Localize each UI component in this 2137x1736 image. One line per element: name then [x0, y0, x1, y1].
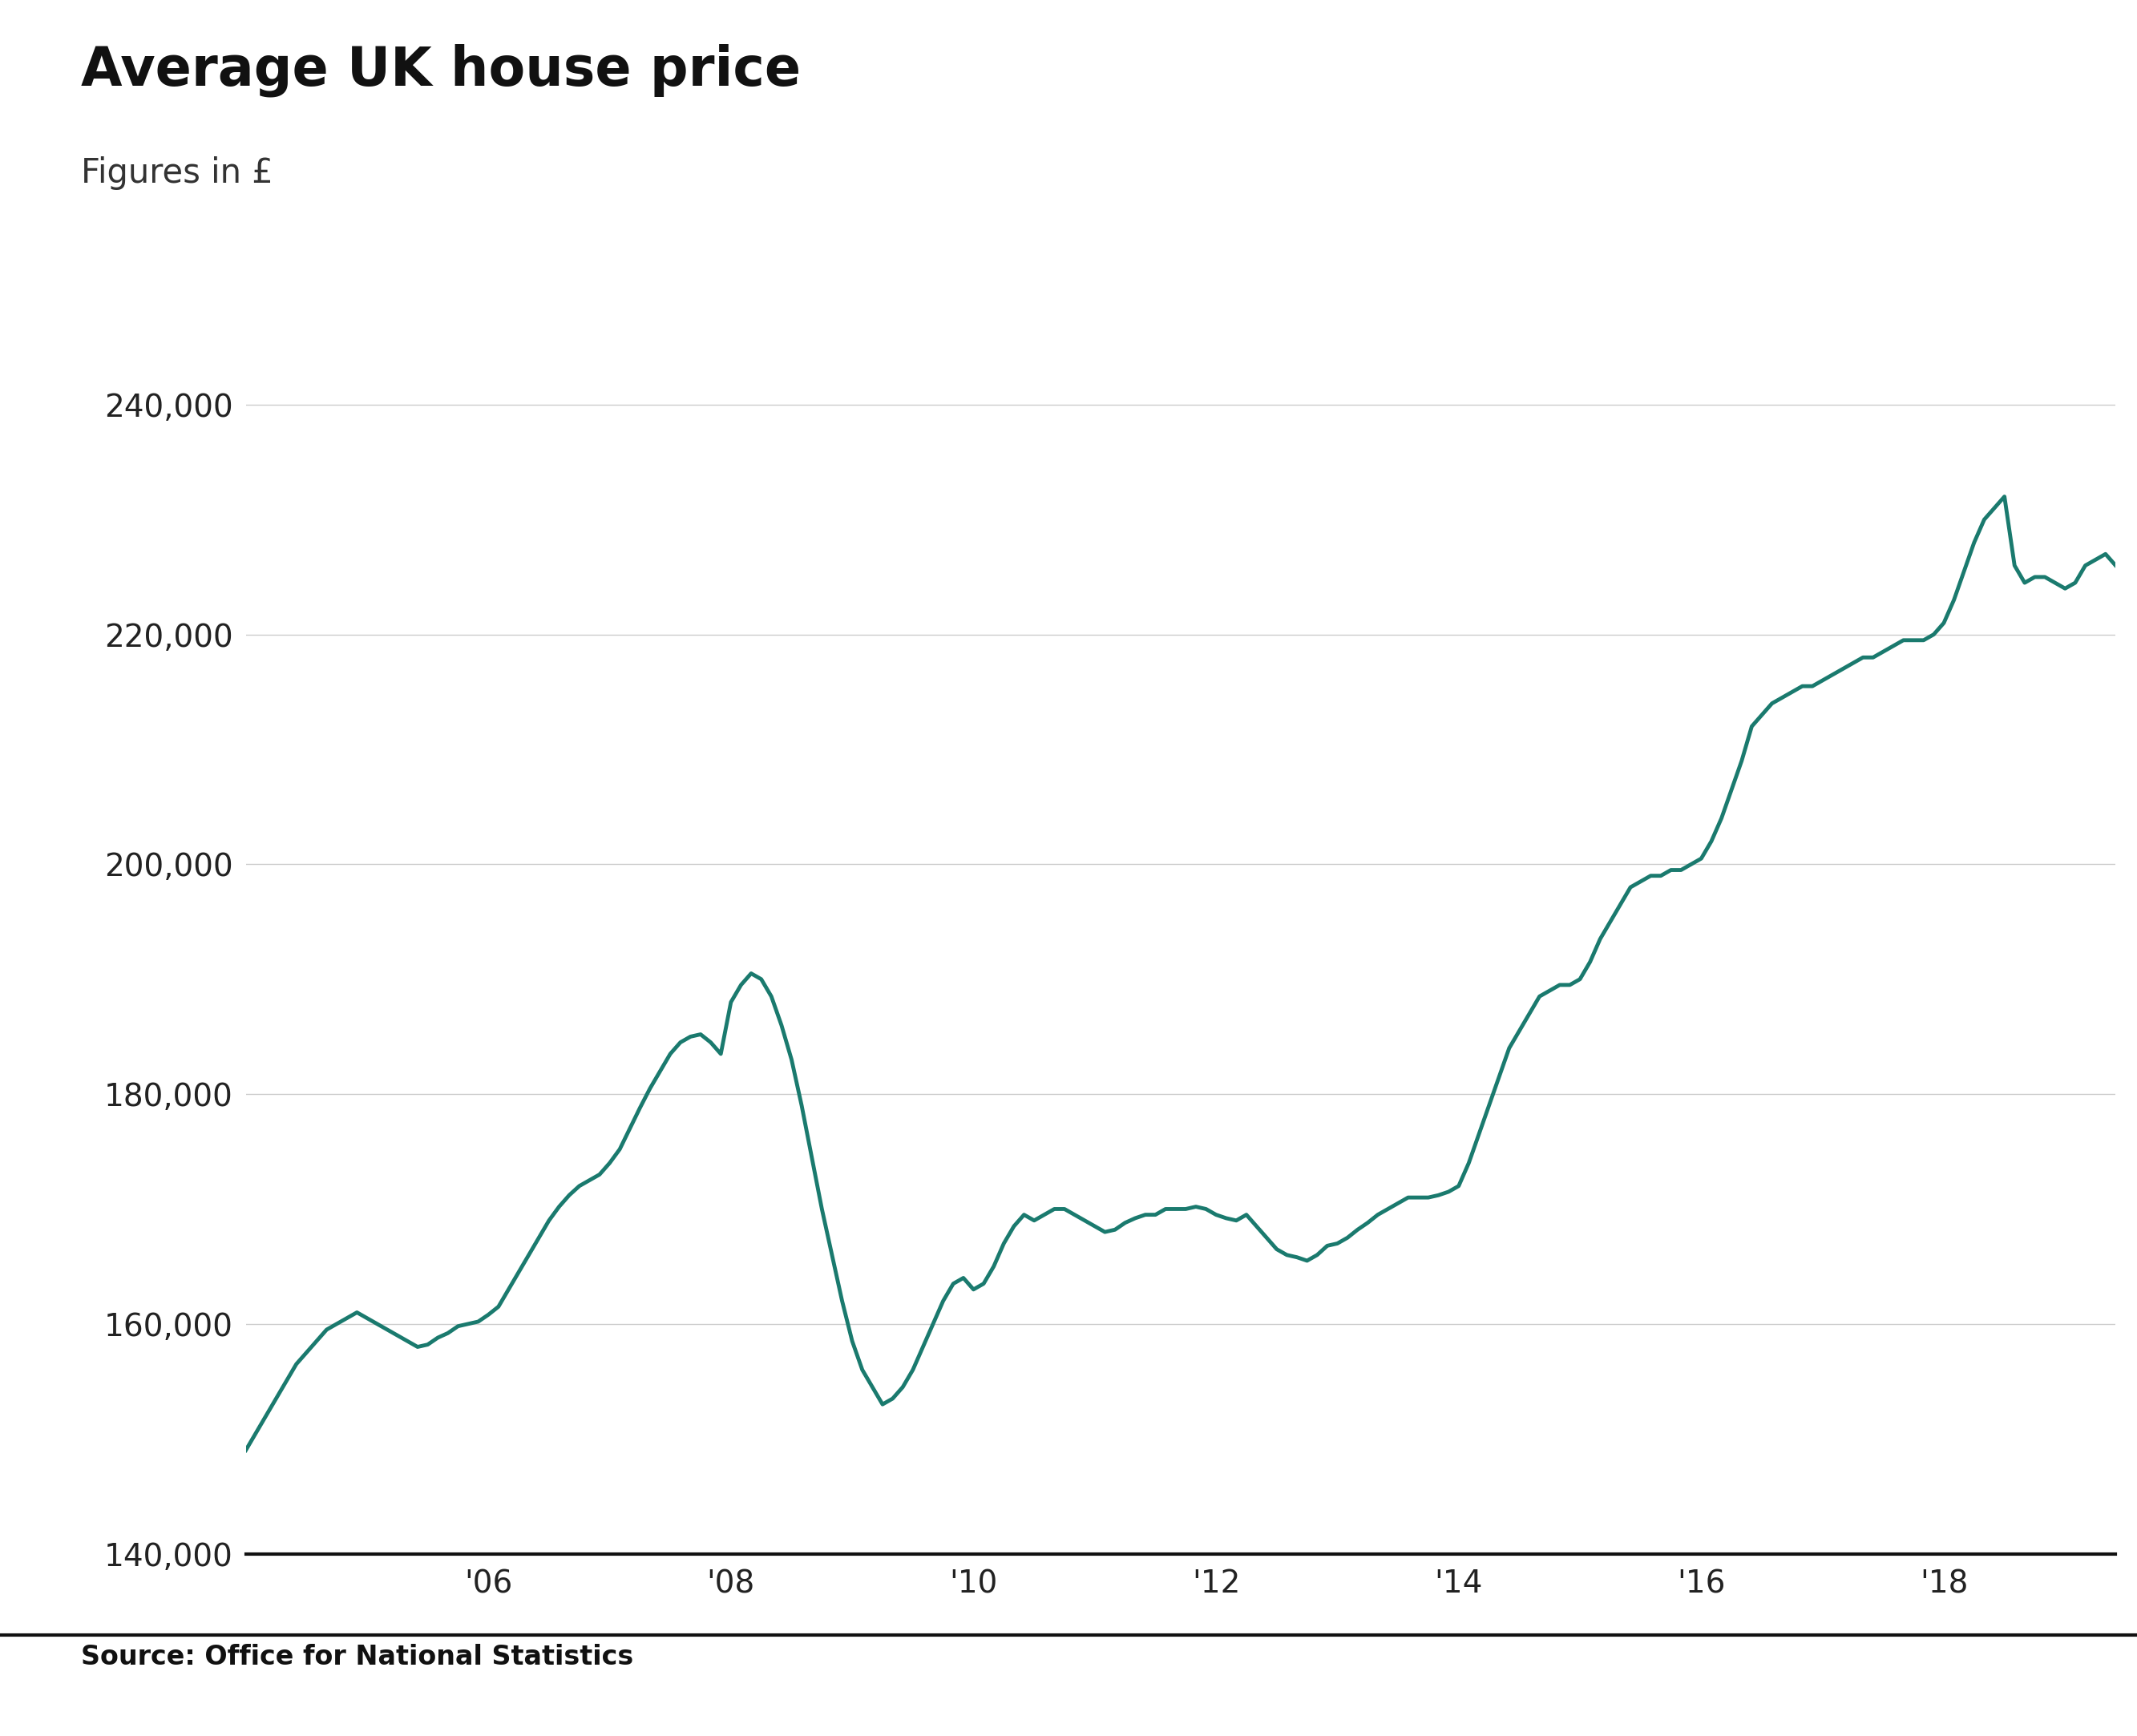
Text: Figures in £: Figures in £	[81, 156, 274, 189]
Text: BBC: BBC	[1966, 1668, 2019, 1693]
Text: Average UK house price: Average UK house price	[81, 43, 801, 97]
Text: Source: Office for National Statistics: Source: Office for National Statistics	[81, 1644, 635, 1670]
